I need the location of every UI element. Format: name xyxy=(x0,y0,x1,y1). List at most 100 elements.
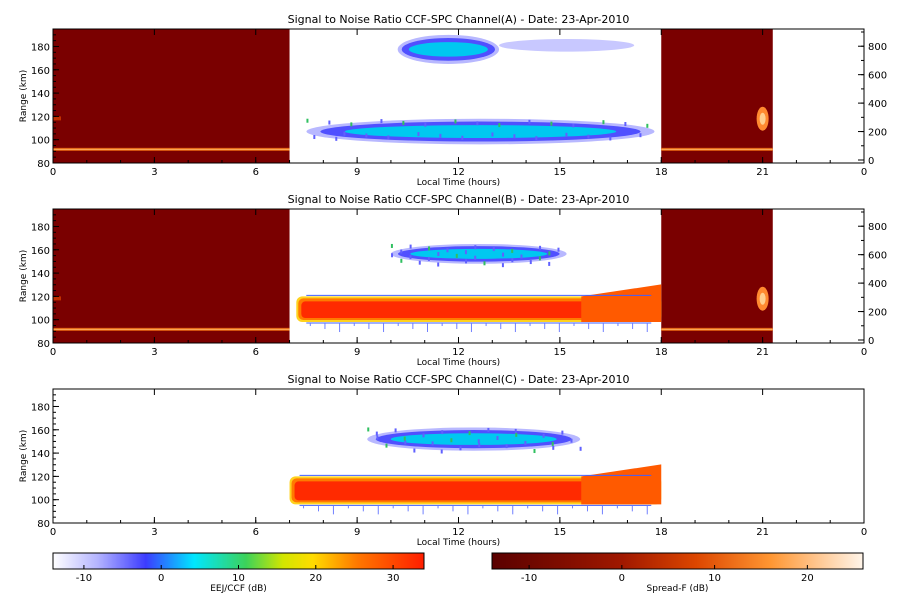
x-tick-label: 15 xyxy=(554,347,567,358)
echo-speck xyxy=(474,245,477,250)
y2-tick-label: 200 xyxy=(868,308,887,319)
panel-3: Signal to Noise Ratio CCF-SPC Channel(C)… xyxy=(19,373,867,548)
y2-tick-label: 600 xyxy=(868,71,887,82)
colorbar-tick-label: 0 xyxy=(619,573,625,584)
echo-speck xyxy=(385,443,388,448)
spread-f-block xyxy=(661,29,773,163)
x-tick-label: 0 xyxy=(861,347,867,358)
echo-speck xyxy=(557,247,560,252)
echo-speck xyxy=(502,252,505,257)
echo-speck xyxy=(418,260,421,265)
echo-speck xyxy=(478,443,481,448)
x-tick-label: 9 xyxy=(354,527,360,538)
y-tick-label: 160 xyxy=(31,66,50,77)
echo-speck xyxy=(403,436,406,441)
echo-speck xyxy=(422,433,425,438)
y-axis-label: Range (km) xyxy=(19,70,29,122)
echo-core xyxy=(301,301,657,319)
echo-speck xyxy=(437,252,440,257)
echo-speck xyxy=(514,428,517,433)
x-tick-label: 3 xyxy=(151,167,157,178)
x-tick-label: 18 xyxy=(655,527,668,538)
echo-speck xyxy=(439,133,442,138)
colorbar-2: -10 0 10 20 Spread-F (dB) xyxy=(491,552,864,594)
echo-speck xyxy=(542,433,545,438)
x-tick-label: 12 xyxy=(452,527,465,538)
spread-f-block xyxy=(661,209,773,343)
echo-speck xyxy=(487,427,490,432)
y-tick-label: 100 xyxy=(31,316,50,327)
echo-speck xyxy=(440,449,443,454)
echo-speck xyxy=(306,118,309,123)
x-tick-label: 6 xyxy=(253,167,259,178)
echo-region xyxy=(306,118,655,145)
colorbar-tick-label: -10 xyxy=(76,573,92,584)
echo-speck xyxy=(515,432,518,437)
x-tick-label: 21 xyxy=(756,347,769,358)
colorbar-label: Spread-F (dB) xyxy=(647,584,709,594)
colorbar-tick-label: 20 xyxy=(309,573,322,584)
echo-speck xyxy=(328,120,331,125)
x-tick-label: 6 xyxy=(253,527,259,538)
colorbar-tick-label: 0 xyxy=(158,573,164,584)
x-tick-label: 18 xyxy=(655,347,668,358)
echo-speck xyxy=(520,254,523,259)
echo-speck xyxy=(424,122,427,127)
echo-speck xyxy=(459,446,462,451)
echo-speck xyxy=(529,260,532,265)
echo-core xyxy=(410,248,548,259)
y-tick-label: 100 xyxy=(31,136,50,147)
echo-speck xyxy=(454,119,457,124)
echo-speck xyxy=(402,120,405,125)
echo-speck xyxy=(524,440,527,445)
x-tick-label: 9 xyxy=(354,167,360,178)
y-tick-label: 140 xyxy=(31,89,50,100)
echo-speck xyxy=(511,258,514,263)
echo-speck xyxy=(498,123,501,128)
y2-tick-label: 200 xyxy=(868,128,887,139)
y-tick-label: 120 xyxy=(31,292,50,303)
echo-speck xyxy=(528,119,531,124)
colorbar-tick-label: -10 xyxy=(521,573,537,584)
spread-f-blob-core xyxy=(759,112,766,125)
echo-speck xyxy=(468,431,471,436)
echo-speck xyxy=(365,133,368,138)
echo-core xyxy=(390,433,557,445)
y2-tick-label: 0 xyxy=(868,156,874,167)
echo-speck xyxy=(513,134,516,139)
colorbar-1: -10 0 10 20 30 EEJ/CCF (dB) xyxy=(52,552,425,594)
x-tick-label: 18 xyxy=(655,167,668,178)
echo-speck xyxy=(404,440,407,445)
echo-speck xyxy=(380,119,383,124)
echo-speck xyxy=(624,122,627,127)
panel-2: Signal to Noise Ratio CCF-SPC Channel(B)… xyxy=(19,193,887,368)
x-tick-label: 12 xyxy=(452,167,465,178)
y2-tick-label: 800 xyxy=(868,42,887,53)
echo-speck xyxy=(335,136,338,141)
spread-f-echo-core xyxy=(53,148,290,150)
echo-speck xyxy=(413,448,416,453)
x-tick-label: 12 xyxy=(452,347,465,358)
echo-speck xyxy=(400,249,403,254)
colorbar-tick-label: 20 xyxy=(801,573,814,584)
echo-speck xyxy=(431,441,434,446)
panel-1: Signal to Noise Ratio CCF-SPC Channel(A)… xyxy=(19,13,887,188)
echo-speck xyxy=(579,446,582,451)
echo-speck xyxy=(533,449,536,454)
echo-speck xyxy=(367,427,370,432)
x-tick-label: 15 xyxy=(554,527,567,538)
echo-sunset-rise xyxy=(581,284,662,323)
x-axis-label: Local Time (hours) xyxy=(417,538,500,548)
echo-speck xyxy=(394,428,397,433)
echo-speck xyxy=(552,445,555,450)
echo-speck xyxy=(570,438,573,443)
spread-f-block xyxy=(53,29,290,163)
echo-speck xyxy=(505,444,508,449)
colorbar-label: EEJ/CCF (dB) xyxy=(210,584,267,594)
echo-region xyxy=(289,464,662,515)
x-tick-label: 15 xyxy=(554,167,567,178)
echo-speck xyxy=(587,134,590,139)
echo-speck xyxy=(461,135,464,140)
echo-speck xyxy=(400,258,403,263)
x-axis-label: Local Time (hours) xyxy=(417,178,500,188)
